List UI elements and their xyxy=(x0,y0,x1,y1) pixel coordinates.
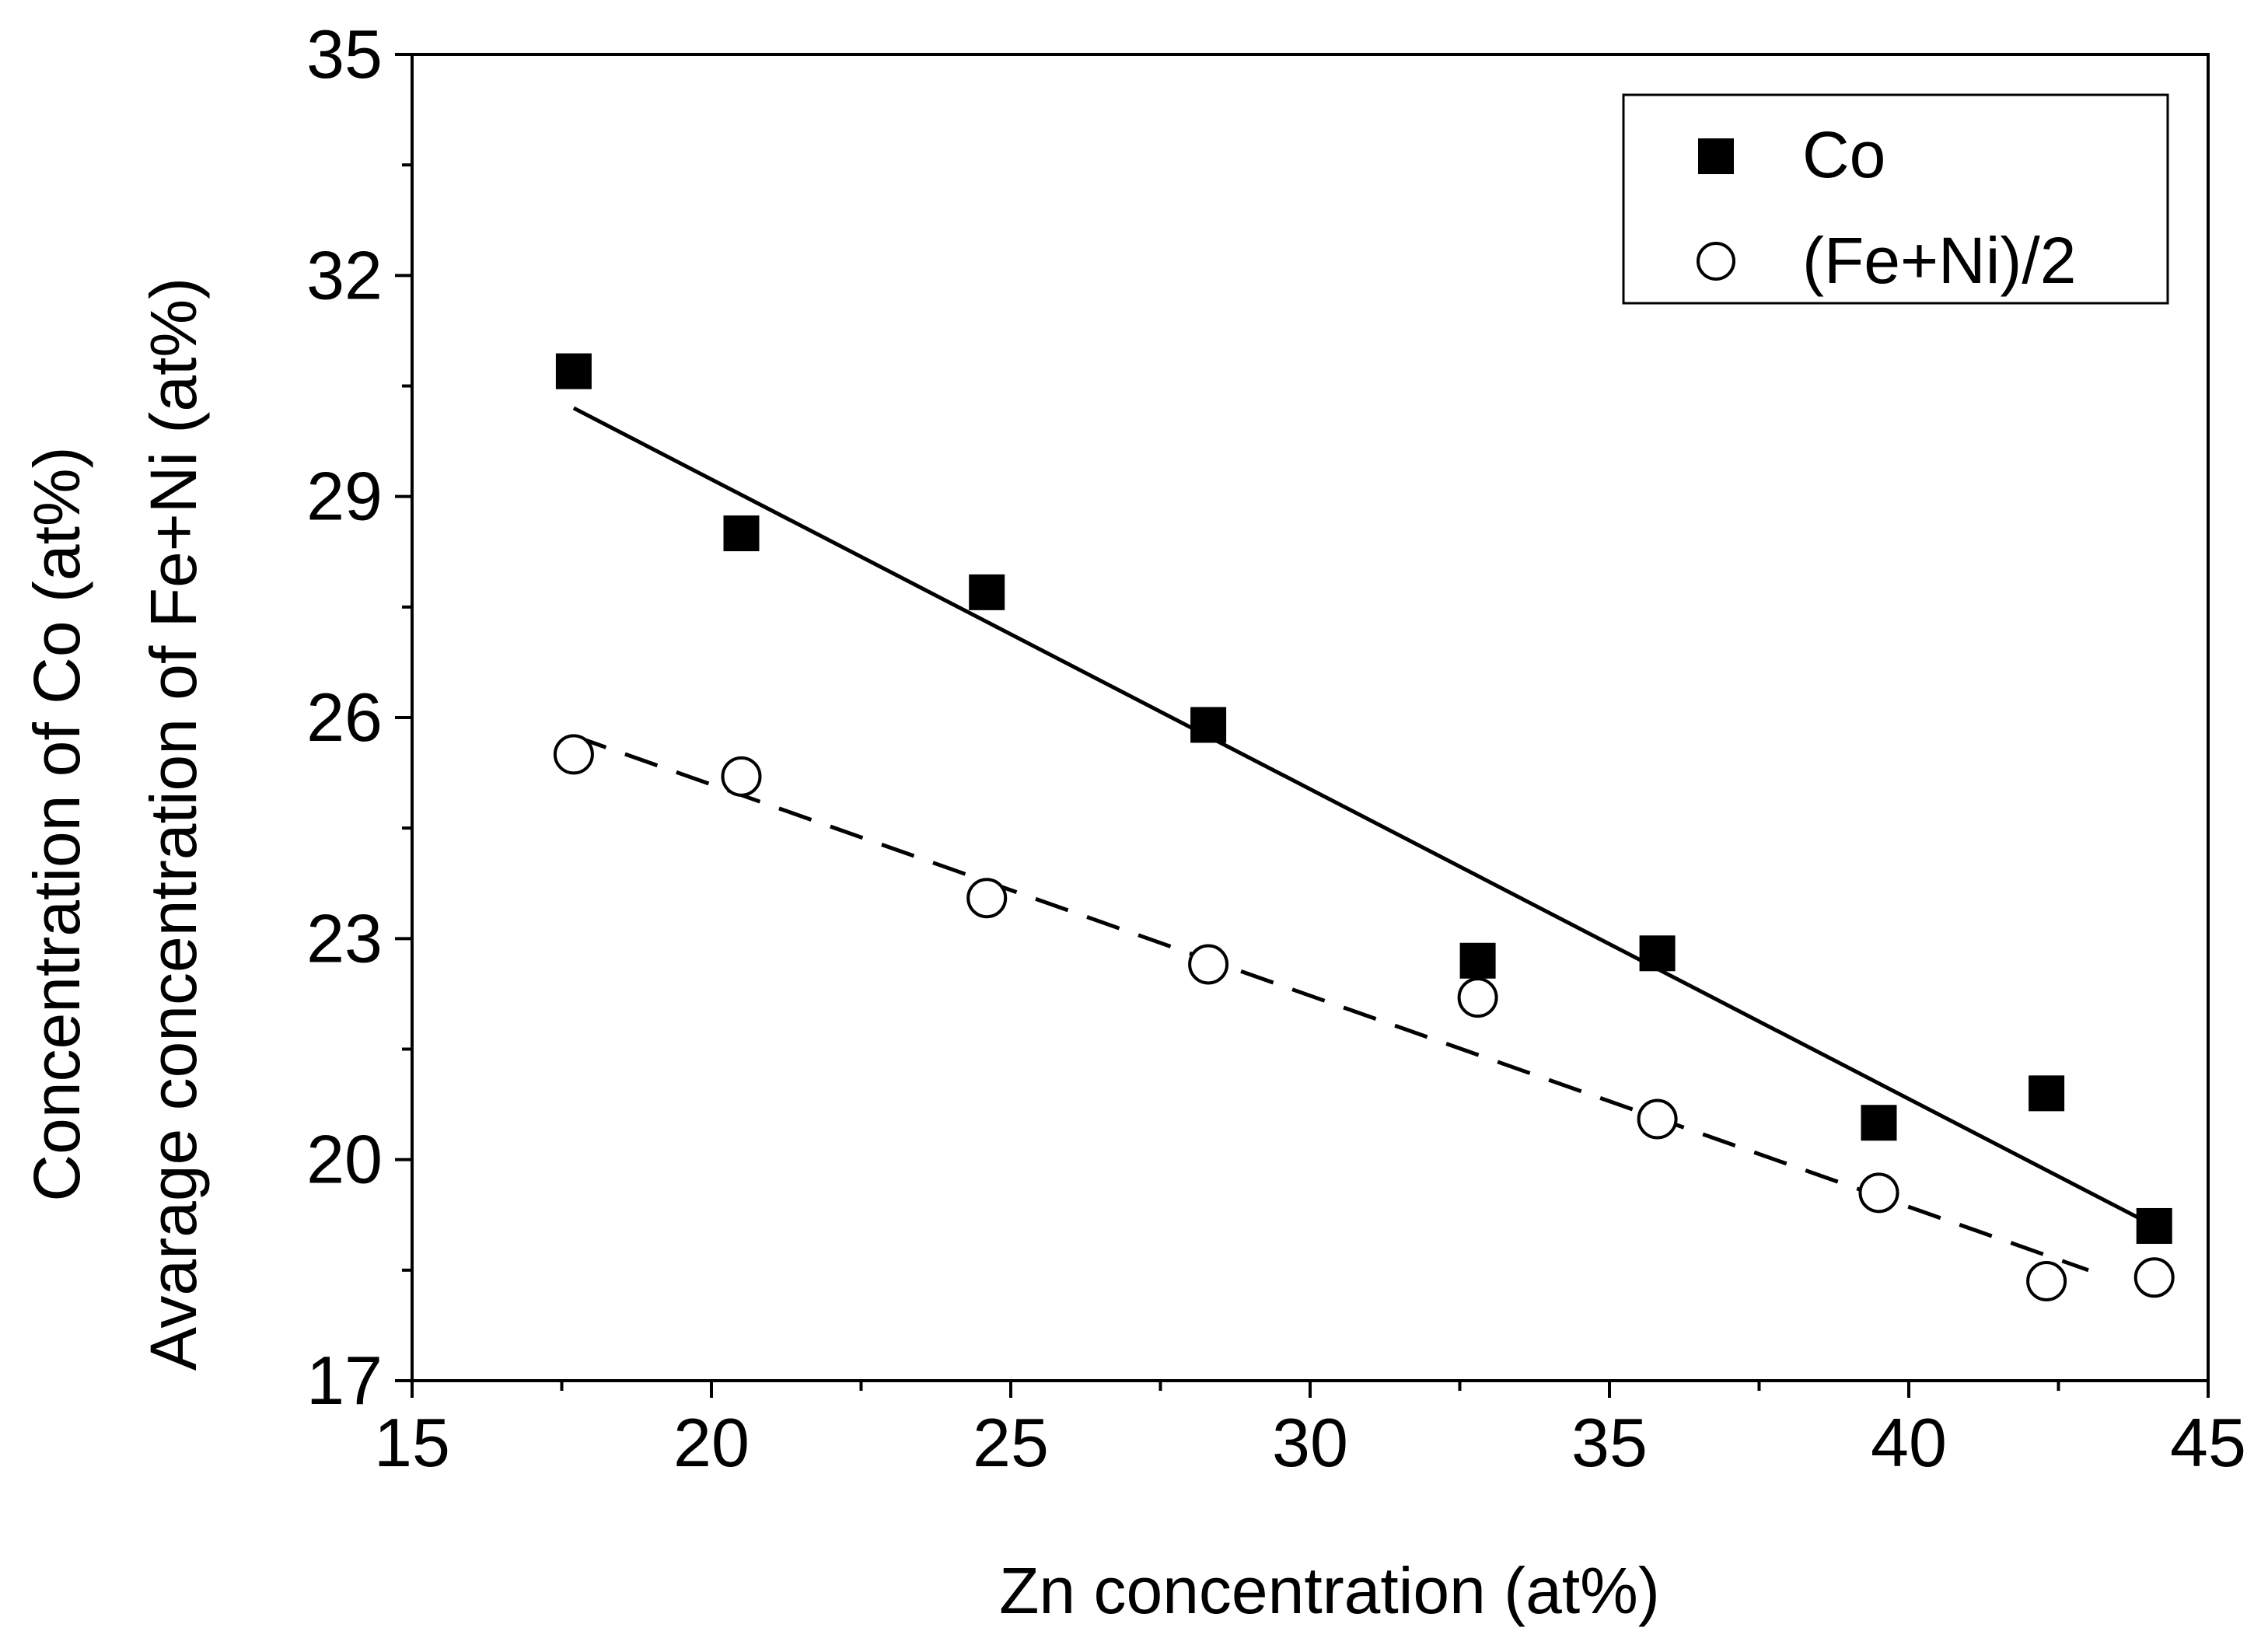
co-point xyxy=(1459,942,1496,979)
fe-ni-point xyxy=(1858,1172,1899,1214)
co-point xyxy=(969,574,1005,610)
y-axis-label-line2: Avarage concentration of Fe+Ni (at%) xyxy=(137,278,210,1371)
x-tick-label: 35 xyxy=(1571,1404,1648,1481)
fe-ni-point xyxy=(2026,1261,2067,1302)
fe-ni-point xyxy=(2133,1257,2175,1298)
legend-label-fe-ni: (Fe+Ni)/2 xyxy=(1802,224,2076,297)
y-tick-label: 17 xyxy=(306,1342,383,1419)
y-tick-label: 35 xyxy=(306,16,383,93)
y-tick-label: 29 xyxy=(306,458,383,535)
y-axis-label-line1: Concentration of Co (at%) xyxy=(20,446,93,1201)
co-point xyxy=(1639,935,1676,972)
fe-ni-point xyxy=(553,734,594,775)
fe-ni-point xyxy=(966,878,1008,919)
fit-line-series-0 xyxy=(572,406,2155,1228)
x-tick-label: 30 xyxy=(1272,1404,1348,1481)
fe-ni-point xyxy=(1637,1098,1678,1140)
data-markers xyxy=(553,353,2175,1302)
legend-marker-fe-ni xyxy=(1697,242,1735,281)
legend-label-co: Co xyxy=(1802,118,1885,191)
x-tick-label: 40 xyxy=(1871,1404,1947,1481)
fit-line-series-1 xyxy=(573,734,2089,1273)
x-axis-label: Zn concentration (at%) xyxy=(999,1554,1660,1627)
x-tick-label: 25 xyxy=(973,1404,1049,1481)
x-tick-label: 45 xyxy=(2170,1404,2246,1481)
co-point xyxy=(555,353,592,389)
co-point xyxy=(1190,707,1227,743)
x-tick-label: 20 xyxy=(673,1404,750,1481)
fit-lines xyxy=(572,406,2155,1273)
axes: 15 20 25 30 35 40 45 17 20 23 26 29 32 35 xyxy=(306,16,2246,1481)
legend: Co (Fe+Ni)/2 xyxy=(1622,93,2169,305)
co-point xyxy=(723,515,760,552)
y-tick-label: 26 xyxy=(306,679,383,756)
co-point xyxy=(2136,1207,2172,1244)
y-tick-label: 20 xyxy=(306,1121,383,1198)
fe-ni-point xyxy=(721,756,762,797)
y-tick-label: 23 xyxy=(306,899,383,976)
fe-ni-point xyxy=(1188,944,1229,985)
fe-ni-point xyxy=(1457,977,1498,1018)
co-point xyxy=(1861,1105,1897,1141)
y-tick-label: 32 xyxy=(306,236,383,313)
legend-marker-co xyxy=(1698,138,1734,174)
co-point xyxy=(2029,1075,2065,1112)
x-tick-label: 15 xyxy=(374,1404,450,1481)
